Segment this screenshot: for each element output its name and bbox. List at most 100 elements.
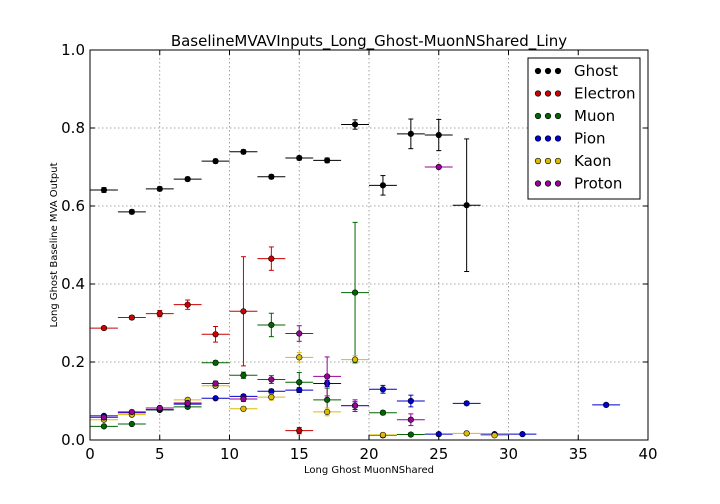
legend-marker bbox=[544, 135, 552, 142]
legend-marker bbox=[544, 67, 552, 75]
data-point bbox=[128, 408, 135, 416]
data-point bbox=[156, 310, 163, 317]
data-point bbox=[212, 395, 219, 402]
data-point bbox=[463, 202, 470, 209]
data-point bbox=[324, 157, 331, 164]
x-tick-label: 25 bbox=[429, 445, 448, 463]
data-point bbox=[463, 430, 470, 437]
data-point bbox=[240, 308, 247, 315]
data-point bbox=[379, 386, 387, 393]
data-point bbox=[100, 186, 108, 194]
legend-marker bbox=[554, 112, 562, 120]
data-point bbox=[351, 289, 359, 296]
data-point bbox=[296, 386, 303, 394]
x-tick-label: 15 bbox=[290, 445, 309, 463]
data-point bbox=[212, 380, 219, 387]
data-point bbox=[324, 396, 331, 403]
data-point bbox=[212, 331, 219, 338]
data-point bbox=[128, 314, 135, 321]
legend-label: Proton bbox=[574, 175, 622, 193]
data-point bbox=[240, 372, 247, 379]
data-point bbox=[351, 402, 359, 409]
y-axis-label: Long Ghost Baseline MVA Output bbox=[49, 162, 60, 327]
data-point bbox=[296, 330, 303, 337]
legend-item-ghost: Ghost bbox=[534, 62, 618, 80]
data-point bbox=[268, 394, 275, 401]
legend-item-muon: Muon bbox=[534, 107, 615, 125]
legend-item-pion: Pion bbox=[534, 130, 606, 148]
axes: 0 5 10 15 20 25 30 35 40 0.0 0.2 0.4 0.6 0.8 1.0 bbox=[61, 41, 657, 463]
data-point bbox=[435, 131, 442, 139]
data-point bbox=[100, 324, 108, 332]
legend-marker bbox=[534, 90, 542, 97]
legend-label: Muon bbox=[574, 107, 615, 125]
data-point bbox=[100, 414, 108, 421]
data-point bbox=[379, 409, 387, 416]
data-point bbox=[407, 416, 414, 423]
data-point bbox=[268, 388, 275, 395]
legend-label: Pion bbox=[574, 130, 606, 148]
legend-item-electron: Electron bbox=[534, 85, 636, 103]
y-tick-label: 0.0 bbox=[61, 431, 85, 449]
legend-label: Electron bbox=[574, 85, 636, 103]
legend-marker bbox=[554, 67, 562, 75]
data-point bbox=[296, 427, 303, 434]
data-point bbox=[407, 130, 414, 137]
y-tick-label: 0.6 bbox=[61, 197, 85, 215]
data-point bbox=[324, 408, 331, 416]
legend-marker bbox=[544, 112, 552, 120]
data-point bbox=[268, 255, 275, 262]
legend-marker bbox=[554, 180, 562, 187]
y-tick-label: 0.8 bbox=[61, 119, 85, 137]
data-point bbox=[184, 399, 191, 407]
data-point bbox=[296, 354, 303, 361]
data-point bbox=[379, 182, 387, 189]
data-point bbox=[379, 431, 387, 439]
legend-item-kaon: Kaon bbox=[534, 152, 611, 170]
x-tick-label: 40 bbox=[638, 445, 657, 463]
legend: Ghost Electron Muon Pion Kaon Proton bbox=[527, 57, 641, 200]
data-point bbox=[491, 432, 498, 439]
legend-box bbox=[527, 57, 641, 200]
data-point bbox=[407, 431, 414, 438]
data-point bbox=[268, 173, 275, 180]
legend-item-proton: Proton bbox=[534, 175, 622, 193]
legend-marker bbox=[554, 135, 562, 142]
data-point bbox=[463, 400, 470, 407]
legend-marker bbox=[554, 157, 562, 165]
data-point bbox=[435, 163, 442, 171]
y-tick-label: 0.4 bbox=[61, 275, 85, 293]
data-point bbox=[184, 175, 191, 183]
x-axis-label: Long Ghost MuonNShared bbox=[304, 465, 434, 476]
data-point bbox=[240, 395, 247, 403]
x-tick-label: 5 bbox=[155, 445, 165, 463]
legend-marker bbox=[534, 112, 542, 120]
x-tick-label: 20 bbox=[359, 445, 378, 463]
legend-marker bbox=[534, 157, 542, 165]
x-tick-label: 10 bbox=[220, 445, 239, 463]
y-tick-label: 1.0 bbox=[61, 41, 85, 59]
data-point bbox=[268, 321, 275, 329]
data-point bbox=[268, 376, 275, 383]
data-point bbox=[128, 420, 135, 428]
legend-label: Ghost bbox=[574, 62, 618, 80]
data-point bbox=[324, 373, 331, 380]
legend-marker bbox=[544, 180, 552, 187]
data-point bbox=[100, 423, 108, 430]
data-point bbox=[296, 379, 303, 386]
data-point bbox=[156, 404, 163, 412]
data-point bbox=[128, 208, 135, 215]
data-point bbox=[156, 185, 163, 192]
legend-label: Kaon bbox=[574, 152, 611, 170]
legend-marker bbox=[544, 157, 552, 165]
data-point bbox=[351, 356, 359, 363]
series-proton bbox=[90, 163, 453, 427]
data-point bbox=[519, 431, 526, 438]
legend-marker bbox=[544, 90, 552, 97]
x-tick-label: 35 bbox=[569, 445, 588, 463]
data-point bbox=[296, 154, 303, 162]
series-kaon bbox=[90, 352, 509, 439]
data-point bbox=[240, 148, 247, 155]
series-ghost bbox=[90, 118, 481, 273]
data-point bbox=[240, 405, 247, 412]
